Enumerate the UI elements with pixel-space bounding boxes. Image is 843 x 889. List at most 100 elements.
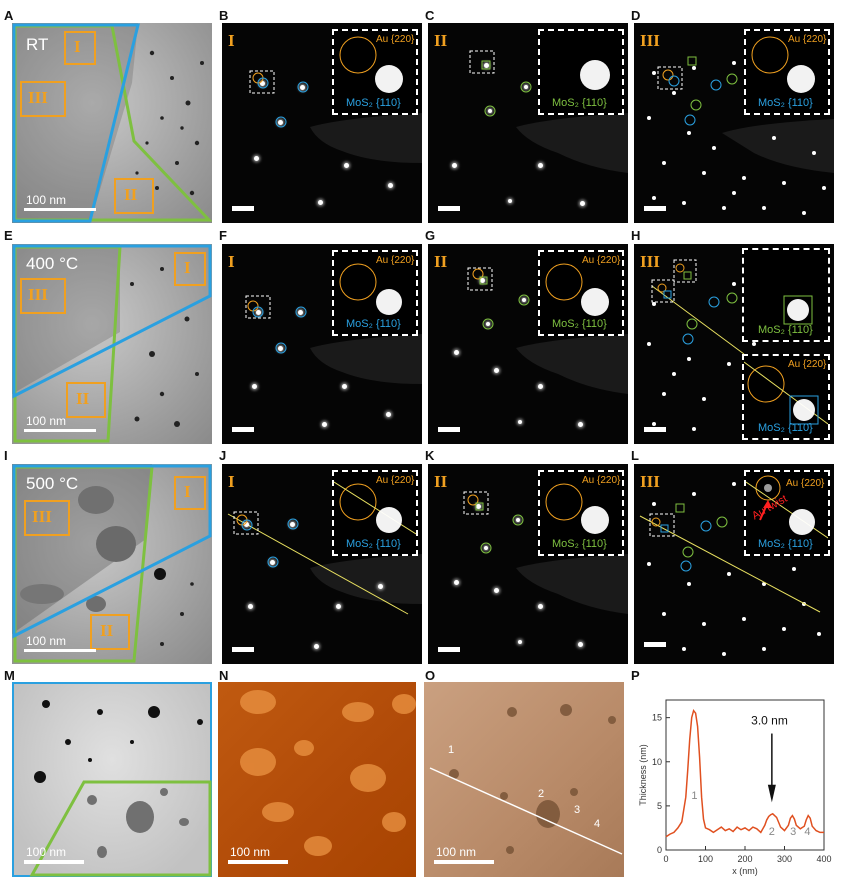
mos2-label: MoS₂ {110}: [758, 97, 813, 109]
panel-label-g: G: [425, 228, 436, 243]
diffraction-spot: [278, 120, 283, 125]
peak-label-3: 3: [790, 826, 796, 838]
diffraction-spot: [344, 163, 349, 168]
thickness-profile-chart: 0 100 200 300 400 0 5 10 15 x (nm) Thickness (nm) 1…: [638, 699, 832, 876]
au-label: Au {220}: [786, 478, 825, 489]
diffraction-spot: [342, 384, 347, 389]
region-label: II: [434, 472, 448, 491]
diffraction-spot: [322, 422, 327, 427]
region-label: I: [228, 31, 235, 50]
diffraction-panel-c: II MoS₂ {110}: [428, 23, 628, 223]
diffraction-spot: [538, 163, 543, 168]
diffraction-spot: [270, 560, 275, 565]
region-label: III: [28, 88, 48, 107]
temperature-label: RT: [26, 35, 49, 54]
mos2-label: MoS₂ {110}: [758, 324, 813, 336]
afm-image-n: 100 nm: [218, 682, 416, 877]
diffraction-panel-l: III Au {220} Au twist MoS₂ {110}: [634, 464, 834, 664]
diffraction-spot: [300, 85, 305, 90]
diffraction-spot: [524, 85, 528, 89]
diffraction-spot: [494, 368, 499, 373]
scale-bar: [24, 649, 96, 652]
region-label: I: [74, 37, 81, 56]
au-label: Au {220}: [788, 359, 827, 370]
mos2-label: MoS₂ {110}: [552, 538, 607, 550]
au-label: Au {220}: [376, 255, 415, 266]
beam-stop: [516, 113, 628, 173]
mos2-label: MoS₂ {110}: [552, 97, 607, 109]
region-box-ii: II: [90, 614, 130, 650]
inset-overlay: [334, 481, 416, 535]
temperature-label: 400 °C: [26, 254, 79, 273]
scale-bar: [232, 206, 254, 211]
region-box-iii: III: [20, 81, 66, 117]
diffraction-panel-j: I Au {220} MoS₂ {110}: [222, 464, 422, 664]
scale-bar: [434, 860, 494, 864]
inset-overlay: [746, 475, 828, 539]
panel-label-k: K: [425, 448, 435, 463]
y-tick-label: 0: [657, 845, 662, 855]
region-label: II: [124, 185, 138, 204]
diffraction-spot: [260, 81, 265, 86]
diffraction-spot: [476, 504, 481, 509]
panel-label-h: H: [631, 228, 641, 243]
mos2-label: MoS₂ {110}: [346, 538, 401, 550]
tem-image-400c: 400 °C I III II 100 nm: [12, 244, 212, 444]
scale-label: 100 nm: [26, 634, 67, 648]
spot-markers: [233, 511, 299, 568]
zoom-inset: Au {220} MoS₂ {110}: [332, 29, 418, 115]
diffraction-spot: [494, 588, 499, 593]
tem-image-m: 100 nm: [12, 682, 212, 877]
region-box-i: I: [174, 476, 206, 510]
inset-overlay: [580, 60, 610, 90]
region-box-i: I: [174, 252, 206, 286]
diffraction-spot: [454, 350, 459, 355]
peak-label-1: 1: [691, 790, 697, 802]
diffraction-panel-f: I Au {220} MoS₂ {110}: [222, 244, 422, 444]
au-label: Au {220}: [376, 34, 415, 45]
diffraction-spot: [486, 322, 490, 326]
scale-bar: [228, 860, 288, 864]
inset-overlay: [744, 361, 828, 425]
region-box-iii: III: [20, 278, 66, 314]
zoom-inset: Au {220} MoS₂ {110}: [332, 470, 418, 556]
mos2-label: MoS₂ {110}: [552, 318, 607, 330]
region-label: II: [434, 31, 448, 50]
region-label: I: [228, 472, 235, 491]
panel-label-m: M: [4, 668, 15, 683]
dense-spots: [639, 482, 821, 656]
diffraction-spot: [578, 422, 583, 427]
region-label: III: [640, 472, 660, 491]
panel-label-e: E: [4, 228, 13, 243]
zoom-inset: Au {220} MoS₂ {110}: [744, 29, 830, 115]
panel-label-p: P: [631, 668, 640, 683]
scale-bar: [24, 208, 96, 211]
beam-stop: [516, 554, 628, 614]
spot-markers: [469, 50, 532, 117]
diffraction-spot: [580, 201, 585, 206]
scale-bar: [24, 860, 84, 864]
inset-overlay: [545, 263, 609, 316]
region-label: III: [640, 31, 660, 50]
peak-label-4: 4: [804, 826, 810, 838]
spot-markers: [467, 267, 530, 330]
region-label: I: [228, 252, 235, 271]
diffraction-spot: [538, 384, 543, 389]
region-label: II: [76, 389, 90, 408]
inset-overlay: [339, 263, 402, 315]
inset-overlay: [751, 36, 815, 93]
diffraction-spot: [254, 156, 259, 161]
region-box-ii: II: [114, 178, 154, 214]
scale-bar: [644, 427, 666, 432]
diffraction-spot: [388, 183, 393, 188]
mos2-label: MoS₂ {110}: [346, 318, 401, 330]
diffraction-spot: [578, 642, 583, 647]
panel-label-i: I: [4, 448, 8, 463]
diffraction-spot: [290, 522, 295, 527]
au-label: Au {220}: [788, 34, 827, 45]
diffraction-spot: [484, 546, 488, 550]
diffraction-panel-k: II Au {220} MoS₂ {110}: [428, 464, 628, 664]
panel-label-j: J: [219, 448, 227, 463]
afm-features: [240, 690, 416, 856]
tem-overlay: [12, 23, 212, 223]
